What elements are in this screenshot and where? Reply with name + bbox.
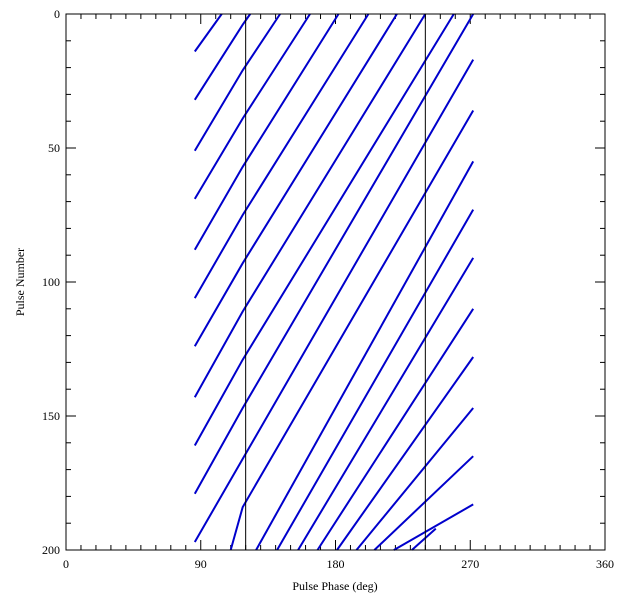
y-tick-labels: 0 50 100 150 200 [42,7,60,557]
x-tick-labels: 0 90 180 270 360 [63,557,614,571]
axis-ticks [65,13,606,551]
drift-band-line-15 [297,257,475,551]
drift-band-line-16 [316,308,475,551]
plot-frame [65,13,606,551]
drift-band-line-8 [193,13,427,398]
x-tick-label: 360 [596,557,614,571]
x-tick-label: 270 [461,557,479,571]
drift-band-line-17 [336,356,475,551]
drift-band-line-5 [193,13,340,251]
drift-band-line-19 [373,455,474,551]
drift-band-line-2 [193,13,252,101]
drift-band-line-21 [411,527,437,551]
y-tick-label: 100 [42,275,60,289]
x-tick-label: 90 [195,557,207,571]
drift-band-line-6 [193,13,370,299]
drift-bands [193,13,475,551]
drift-band-line-1 [193,13,223,53]
y-tick-label: 50 [48,141,60,155]
drift-band-line-9 [193,13,455,446]
drift-band-line-12 [229,109,475,551]
drift-band-line-14 [276,209,475,551]
y-tick-label: 200 [42,543,60,557]
y-axis-label: Pulse Number [13,248,27,316]
drift-band-line-7 [193,13,398,347]
drift-band-line-11 [193,59,475,543]
drift-band-line-4 [193,13,311,200]
drift-band-line-18 [355,407,474,551]
y-tick-label: 150 [42,409,60,423]
x-tick-label: 0 [63,557,69,571]
drift-band-line-3 [193,13,281,152]
drift-band-line-10 [193,13,475,495]
vertical-markers [245,14,426,550]
x-tick-label: 180 [327,557,345,571]
drift-band-line-20 [393,503,474,551]
x-axis-label: Pulse Phase (deg) [292,579,377,593]
y-tick-label: 0 [54,7,60,21]
drift-band-line-13 [255,160,475,551]
